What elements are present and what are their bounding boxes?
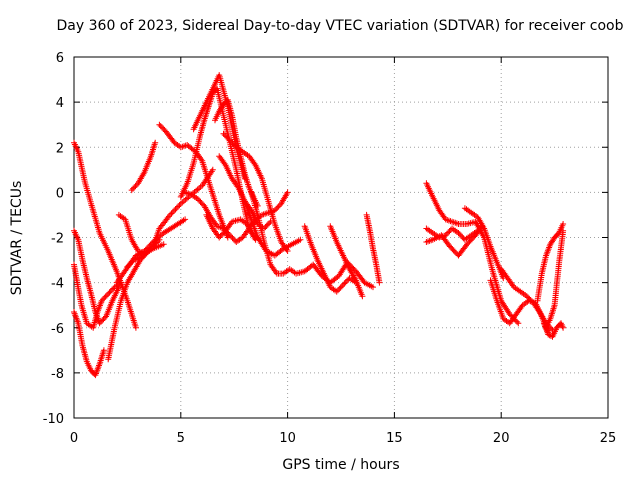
axis-ticks: 0 5 10 15 20 25 -10 -8 -6 -4 -2 0 2 4 6 [43,51,617,446]
data-series [363,211,383,286]
y-tick-label: 2 [56,141,64,156]
data-series [543,227,567,331]
data-series [220,130,291,254]
data-series-markers [182,189,291,245]
data-series-markers [534,221,567,304]
x-tick-label: 10 [279,431,296,446]
data-series-markers [540,320,567,340]
x-tick-label: 15 [386,431,403,446]
data-series [128,139,159,194]
data-series-markers [327,223,366,300]
data-series [301,223,359,295]
chart-title: Day 360 of 2023, Sidereal Day-to-day VTE… [56,18,624,34]
x-tick-label: 20 [493,431,510,446]
data-series-markers [543,227,567,331]
x-axis-label: GPS time / hours [282,457,400,473]
grid-lines [74,57,608,418]
data-series [534,221,567,304]
data-series [182,189,291,245]
y-tick-label: 0 [56,186,64,201]
data-series-markers [177,85,259,243]
y-tick-label: 4 [56,96,64,111]
data-series-markers [248,189,376,291]
data-points [71,72,567,379]
x-tick-label: 5 [177,431,185,446]
data-series [248,189,376,291]
y-tick-label: -8 [51,367,64,382]
x-tick-label: 25 [600,431,617,446]
data-series-markers [128,139,159,194]
data-series-markers [156,121,231,241]
x-tick-label: 0 [70,431,78,446]
y-tick-label: 6 [56,51,64,66]
data-series [156,121,231,241]
data-series-markers [423,223,485,259]
y-tick-label: -6 [51,322,64,337]
data-series-markers [71,309,107,379]
data-series [177,85,259,243]
y-tick-label: -10 [43,412,64,427]
data-series-markers [220,130,291,254]
data-series [327,223,366,300]
data-series-markers [363,211,383,286]
data-series [423,180,522,327]
data-series [540,320,567,340]
data-series-markers [301,223,359,295]
data-series [71,309,107,379]
data-series-markers [71,227,122,327]
y-tick-label: -4 [51,277,64,292]
data-series-markers [423,180,522,327]
y-tick-label: -2 [51,232,64,247]
data-series [423,223,485,259]
data-series [71,227,122,327]
y-axis-label: SDTVAR / TECUs [9,180,25,296]
